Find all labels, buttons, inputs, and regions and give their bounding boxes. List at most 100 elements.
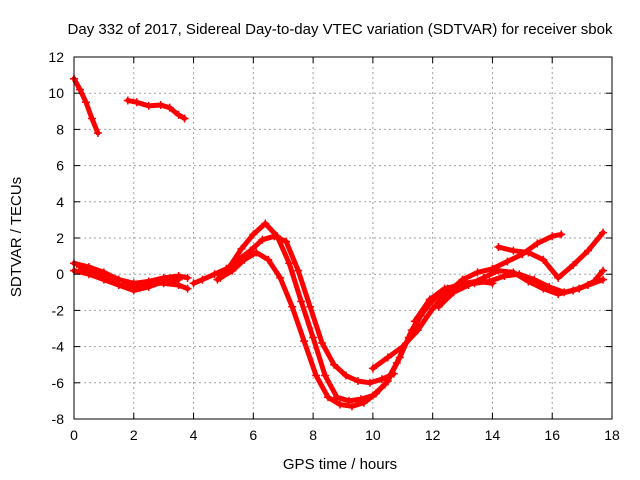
data-point (383, 376, 392, 385)
data-point (599, 275, 608, 284)
data-point (261, 219, 270, 228)
data-point (159, 277, 168, 286)
y-tick-label: -8 (52, 411, 65, 427)
data-point (183, 273, 192, 282)
data-point (584, 246, 593, 255)
data-point (347, 402, 356, 411)
data-point (341, 371, 350, 380)
data-point (282, 237, 291, 246)
data-point (353, 376, 362, 385)
y-tick-label: -6 (52, 375, 65, 391)
data-point (174, 275, 183, 284)
data-series (70, 74, 608, 411)
data-point (249, 230, 258, 239)
axis-ticks: 0 2 4 6 8 10 12 14 16 18 -8 -6 -4 -2 0 2 4 6 8 10 12 (48, 49, 620, 443)
y-tick-label: 0 (56, 266, 64, 282)
data-point (321, 371, 330, 380)
x-tick-label: 14 (485, 427, 501, 443)
x-tick-label: 4 (190, 427, 198, 443)
data-point (237, 244, 246, 253)
data-point (240, 255, 249, 264)
series-line (370, 231, 564, 371)
data-point (165, 103, 174, 112)
x-tick-label: 12 (425, 427, 441, 443)
data-point (473, 268, 482, 277)
data-point (575, 284, 584, 293)
data-point (228, 266, 237, 275)
data-point (288, 302, 297, 311)
data-point (413, 326, 422, 335)
series-track-l (494, 228, 608, 282)
data-point (539, 255, 548, 264)
data-point (368, 364, 377, 373)
data-point (114, 281, 123, 290)
data-point (87, 114, 96, 123)
data-point (509, 246, 518, 255)
data-point (560, 288, 569, 297)
y-tick-label: 12 (48, 49, 64, 65)
series-line (77, 264, 182, 293)
x-tick-label: 10 (365, 427, 381, 443)
y-tick-label: -2 (52, 302, 65, 318)
data-point (590, 277, 599, 286)
data-point (324, 393, 333, 402)
data-point (216, 273, 225, 282)
data-point (398, 342, 407, 351)
data-point (524, 248, 533, 257)
data-point (548, 232, 557, 241)
data-point (557, 230, 566, 239)
data-point (210, 270, 219, 279)
x-tick-label: 18 (604, 427, 620, 443)
data-point (198, 275, 207, 284)
data-point (273, 232, 282, 241)
data-point (312, 371, 321, 380)
data-point (599, 266, 608, 275)
data-point (485, 277, 494, 286)
data-point (75, 262, 84, 271)
data-point (180, 114, 189, 123)
data-point (554, 273, 563, 282)
x-tick-label: 6 (249, 427, 257, 443)
data-point (264, 255, 273, 264)
data-point (189, 279, 198, 288)
y-tick-label: 10 (48, 85, 64, 101)
y-tick-label: 2 (56, 230, 64, 246)
data-point (306, 302, 315, 311)
series-track-e (75, 262, 183, 295)
x-tick-label: 0 (70, 427, 78, 443)
data-point (318, 338, 327, 347)
data-point (285, 259, 294, 268)
data-point (132, 98, 141, 107)
y-tick-label: -4 (52, 339, 65, 355)
y-tick-label: 4 (56, 194, 64, 210)
chart-title: Day 332 of 2017, Sidereal Day-to-day VTE… (68, 21, 613, 38)
data-point (156, 100, 165, 109)
data-point (371, 389, 380, 398)
data-point (377, 375, 386, 384)
data-point (258, 235, 267, 244)
data-point (503, 257, 512, 266)
data-point (569, 261, 578, 270)
series-track-b (123, 96, 189, 123)
data-point (530, 275, 539, 284)
data-point (365, 378, 374, 387)
data-point (309, 333, 318, 342)
series-track-i (368, 230, 566, 373)
data-point (252, 248, 261, 257)
data-point (129, 286, 138, 295)
data-point (494, 243, 503, 252)
y-tick-label: 6 (56, 158, 64, 174)
x-tick-label: 2 (130, 427, 138, 443)
data-point (294, 266, 303, 275)
data-point (174, 110, 183, 119)
data-point (449, 288, 458, 297)
data-point (300, 337, 309, 346)
data-point (183, 284, 192, 293)
data-point (395, 353, 404, 362)
data-point (330, 360, 339, 369)
data-point (434, 302, 443, 311)
data-point (123, 96, 132, 105)
data-point (545, 282, 554, 291)
